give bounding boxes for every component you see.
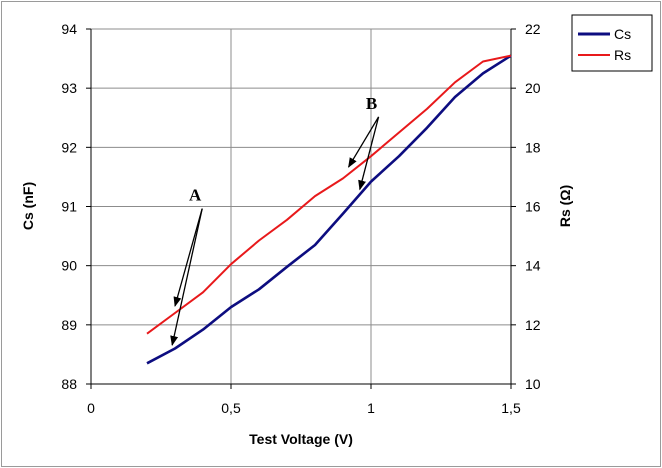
left-y-tick-label-0: 88 <box>61 376 77 392</box>
legend-label-rs: Rs <box>614 47 631 63</box>
x-tick-label-2: 1 <box>367 400 375 416</box>
annotation-arrow-b-rs <box>348 116 380 168</box>
annotation-arrow-a-rs <box>173 208 203 307</box>
legend-label-cs: Cs <box>614 26 631 42</box>
annotation-label-a: A <box>189 186 202 205</box>
right-y-tick-label-5: 20 <box>525 80 541 96</box>
legend: Cs Rs <box>571 14 653 72</box>
right-y-tick-label-4: 18 <box>525 139 541 155</box>
annotation-label-b: B <box>366 94 377 113</box>
right-y-tick-label-0: 10 <box>525 376 541 392</box>
series-line-rs <box>146 54 512 335</box>
left-y-tick-label-5: 93 <box>61 80 77 96</box>
x-tick-label-3: 1,5 <box>501 400 521 416</box>
left-y-tick-label-2: 90 <box>61 258 77 274</box>
legend-box <box>571 14 653 72</box>
x-tick-label-1: 0,5 <box>221 400 241 416</box>
left-y-tick-label-1: 89 <box>61 317 77 333</box>
left-y-axis-label: Cs (nF) <box>20 182 36 230</box>
annotation-arrow-b-cs <box>358 116 380 191</box>
right-y-tick-label-3: 16 <box>525 199 541 215</box>
left-y-tick-label-6: 94 <box>61 21 77 37</box>
left-y-tick-label-3: 91 <box>61 199 77 215</box>
right-y-axis-label: Rs (Ω) <box>557 185 573 227</box>
right-y-tick-labels: 10 12 14 16 18 20 22 <box>525 21 541 392</box>
right-y-tick-label-2: 14 <box>525 258 541 274</box>
x-tick-label-0: 0 <box>87 400 95 416</box>
series-lines <box>146 54 512 365</box>
annotation-arrow-a-cs <box>170 208 203 346</box>
x-axis-label: Test Voltage (V) <box>249 431 353 447</box>
left-y-tick-labels: 88 89 90 91 92 93 94 <box>61 21 77 392</box>
right-y-tick-label-1: 12 <box>525 317 541 333</box>
grid <box>91 28 511 384</box>
series-line-cs <box>146 54 512 365</box>
right-y-tick-label-6: 22 <box>525 21 541 37</box>
tick-marks <box>86 28 516 389</box>
left-y-tick-label-4: 92 <box>61 139 77 155</box>
annotations: AB <box>170 94 380 346</box>
x-tick-labels: 0 0,5 1 1,5 <box>87 400 521 416</box>
